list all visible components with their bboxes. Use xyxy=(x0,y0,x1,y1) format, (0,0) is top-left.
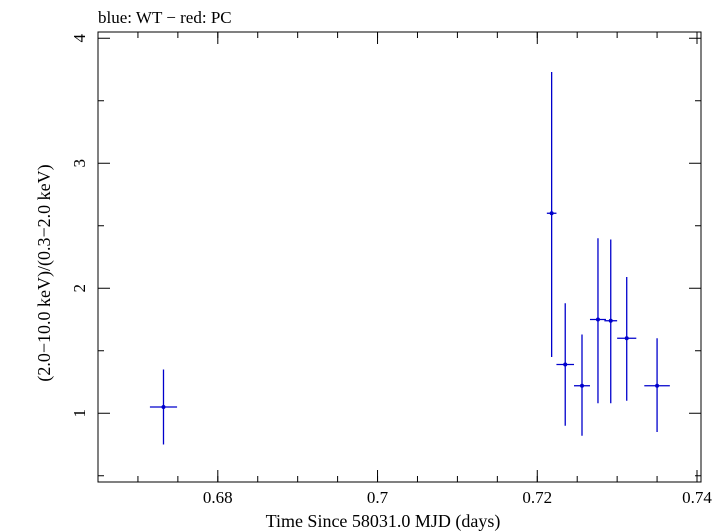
data-point xyxy=(556,303,575,426)
axis-tick-labels: 0.68 0.7 0.72 0.74 1 2 3 4 xyxy=(70,34,712,508)
x-axis-label: Time Since 58031.0 MJD (days) xyxy=(266,511,501,532)
data-point xyxy=(604,239,618,404)
x-tick-label: 0.7 xyxy=(367,488,389,507)
data-point xyxy=(149,369,178,445)
point-marker xyxy=(595,317,600,322)
point-marker xyxy=(161,405,166,409)
point-marker xyxy=(655,383,660,388)
y-axis-label: (2.0−10.0 keV)/(0.3−2.0 keV) xyxy=(34,164,55,381)
axis-ticks xyxy=(97,32,701,482)
point-marker xyxy=(608,318,613,323)
chart-title: blue: WT − red: PC xyxy=(98,8,232,27)
point-marker xyxy=(563,362,568,367)
x-tick-label: 0.72 xyxy=(522,488,552,507)
data-markers xyxy=(149,72,670,445)
x-tick-label: 0.74 xyxy=(682,488,712,507)
point-marker xyxy=(549,211,554,216)
plot-frame xyxy=(97,31,702,483)
point-marker xyxy=(579,383,584,388)
data-point xyxy=(574,334,590,436)
x-tick-label: 0.68 xyxy=(203,488,233,507)
data-point xyxy=(589,238,606,404)
data-point xyxy=(546,72,557,357)
y-tick-label: 2 xyxy=(70,284,89,293)
y-tick-label: 3 xyxy=(70,159,89,168)
y-tick-label: 1 xyxy=(70,409,89,418)
point-marker xyxy=(624,336,629,341)
data-point xyxy=(644,338,670,432)
y-tick-label: 4 xyxy=(70,34,89,43)
data-point xyxy=(617,277,637,401)
